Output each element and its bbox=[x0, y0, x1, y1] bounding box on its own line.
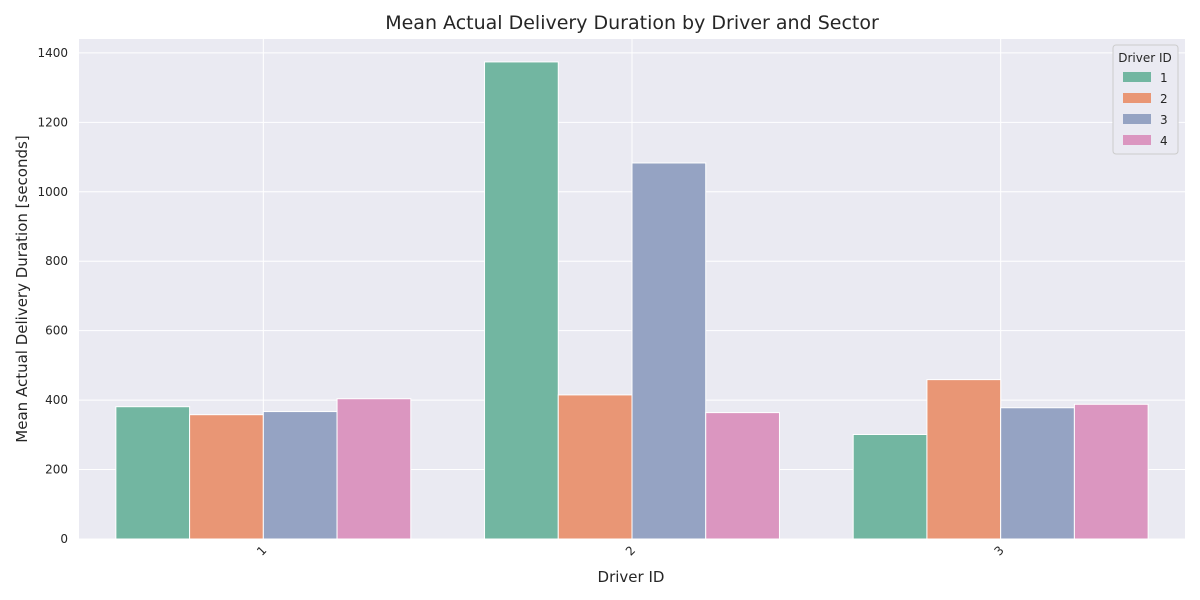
legend-label: 3 bbox=[1160, 113, 1168, 127]
y-tick-label: 1000 bbox=[37, 185, 68, 199]
bar-driver-1-series-3 bbox=[262, 411, 338, 540]
legend: Driver ID 1 2 3 4 bbox=[1112, 44, 1179, 155]
legend-items: 1 2 3 4 bbox=[1123, 71, 1168, 148]
bar-driver-3-series-2 bbox=[926, 379, 1002, 540]
y-tick-label: 1400 bbox=[37, 46, 68, 60]
bar-driver-3-series-1 bbox=[852, 433, 928, 540]
bar-driver-1-series-2 bbox=[189, 414, 264, 540]
legend-swatch bbox=[1123, 72, 1151, 82]
bars bbox=[115, 61, 1149, 540]
bar-driver-3-series-4 bbox=[1073, 403, 1149, 540]
legend-label: 4 bbox=[1160, 134, 1168, 148]
bar-driver-1-series-1 bbox=[115, 406, 191, 540]
x-tick-label: 2 bbox=[623, 543, 638, 558]
legend-swatch bbox=[1123, 135, 1151, 145]
x-ticks: 1 2 3 bbox=[254, 543, 1007, 558]
y-tick-label: 1200 bbox=[37, 115, 68, 129]
y-tick-label: 0 bbox=[60, 532, 68, 546]
y-tick-label: 800 bbox=[45, 254, 68, 268]
x-tick-label: 1 bbox=[254, 543, 269, 558]
chart-title: Mean Actual Delivery Duration by Driver … bbox=[385, 12, 879, 34]
legend-title: Driver ID bbox=[1118, 51, 1172, 65]
bar-driver-2-series-4 bbox=[705, 412, 780, 540]
bar-driver-2-series-2 bbox=[557, 394, 633, 540]
x-axis-label: Driver ID bbox=[598, 568, 665, 586]
legend-label: 1 bbox=[1160, 71, 1168, 85]
y-axis-label: Mean Actual Delivery Duration [seconds] bbox=[13, 135, 31, 442]
y-ticks: 0 200 400 600 800 1000 1200 1400 bbox=[37, 46, 68, 546]
y-tick-label: 600 bbox=[45, 324, 68, 338]
legend-label: 2 bbox=[1160, 92, 1168, 106]
bar-driver-1-series-4 bbox=[336, 398, 412, 540]
legend-swatch bbox=[1123, 114, 1151, 124]
bar-driver-2-series-1 bbox=[484, 61, 559, 540]
bar-driver-3-series-3 bbox=[1000, 407, 1075, 540]
bar-driver-2-series-3 bbox=[631, 162, 707, 540]
x-tick-label: 3 bbox=[991, 543, 1006, 558]
legend-swatch bbox=[1123, 93, 1151, 103]
y-tick-label: 400 bbox=[45, 393, 68, 407]
y-tick-label: 200 bbox=[45, 463, 68, 477]
